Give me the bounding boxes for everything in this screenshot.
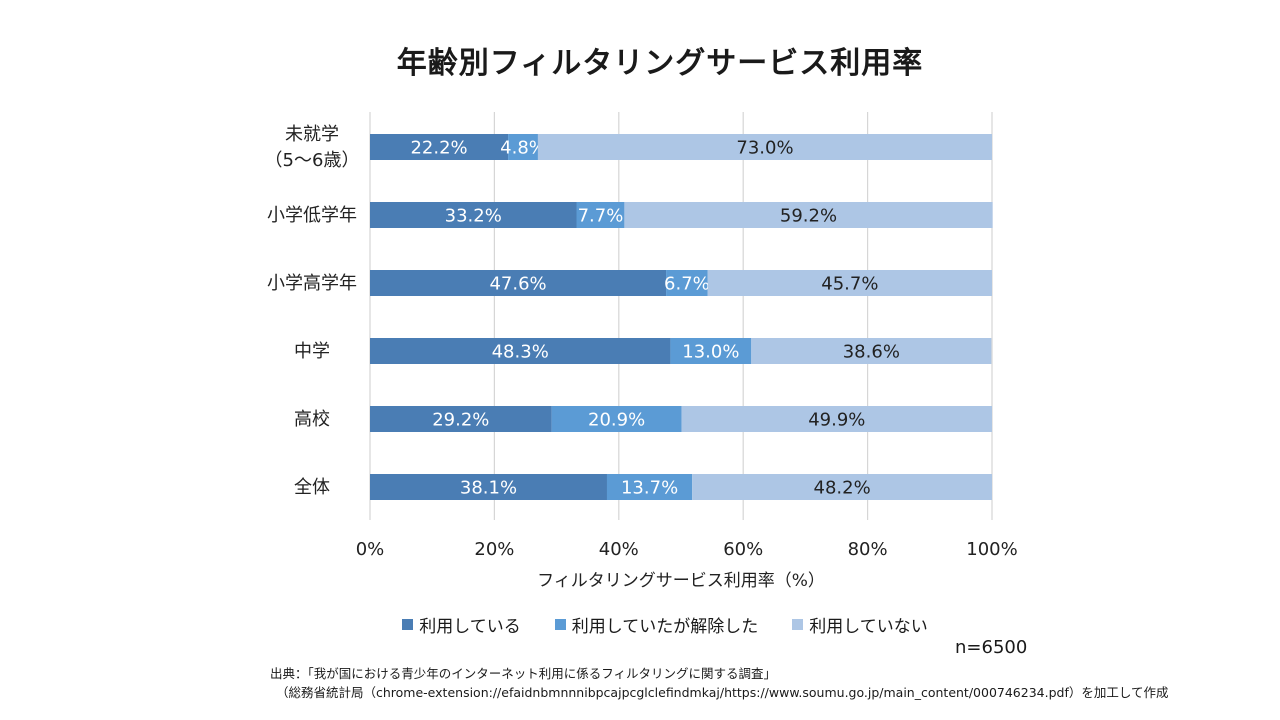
- bar-segment: [576, 202, 625, 228]
- data-label: 47.6%: [489, 274, 546, 295]
- category-label: 小学高学年: [267, 273, 357, 294]
- data-label: 13.0%: [682, 342, 739, 363]
- x-tick-label: 40%: [599, 539, 639, 560]
- x-tick-label: 100%: [966, 539, 1017, 560]
- legend-label-not-using: 利用していない: [809, 617, 928, 637]
- legend-swatch-using: [402, 619, 414, 630]
- legend-swatch-not-using: [792, 619, 804, 630]
- bar-segment: [370, 406, 552, 432]
- data-label: 45.7%: [821, 274, 878, 295]
- data-label: 59.2%: [780, 206, 837, 227]
- data-label: 29.2%: [432, 410, 489, 431]
- legend-swatch-disabled: [554, 619, 566, 630]
- bar-segment: [370, 474, 607, 500]
- data-label: 4.8%: [500, 138, 546, 159]
- category-label: 高校: [294, 409, 330, 430]
- x-tick-label: 60%: [723, 539, 763, 560]
- bar-segment: [370, 270, 667, 296]
- x-axis-title: フィルタリングサービス利用率（%）: [537, 571, 825, 591]
- data-label: 38.1%: [460, 478, 517, 499]
- data-label: 13.7%: [621, 478, 678, 499]
- bar-segment: [606, 474, 693, 500]
- data-label: 48.3%: [492, 342, 549, 363]
- data-label: 6.7%: [664, 274, 710, 295]
- data-label: 73.0%: [736, 138, 793, 159]
- bar-segment: [370, 338, 671, 364]
- bar-segment: [707, 270, 992, 296]
- legend-label-disabled: 利用していたが解除した: [571, 617, 759, 637]
- chart-title: 年齢別フィルタリングサービス利用率: [396, 46, 924, 81]
- category-label: 未就学: [285, 124, 339, 145]
- bar-segment: [751, 338, 992, 364]
- category-label: 中学: [294, 341, 330, 362]
- data-label: 20.9%: [588, 410, 645, 431]
- bar-segment: [624, 202, 993, 228]
- source-line-2: （総務省統計局（chrome-extension://efaidnbmnnnib…: [276, 685, 1169, 700]
- legend-item-disabled: 利用していたが解除した: [554, 612, 759, 637]
- category-label: 全体: [294, 477, 330, 498]
- bar-segment: [537, 134, 992, 160]
- bar-segment: [370, 202, 577, 228]
- data-label: 38.6%: [843, 342, 900, 363]
- category-label: （5～6歳）: [265, 150, 360, 171]
- data-label: 49.9%: [808, 410, 865, 431]
- legend-label-using: 利用している: [419, 617, 521, 637]
- legend-item-using: 利用している: [402, 612, 521, 637]
- source-line-1: 出典：「我が国における青少年のインターネット利用に係るフィルタリングに関する調査…: [270, 666, 777, 681]
- sample-size-note: n=6500: [955, 637, 1028, 658]
- source-citation: 出典：「我が国における青少年のインターネット利用に係るフィルタリングに関する調査…: [270, 664, 1169, 702]
- bar-segment: [666, 270, 708, 296]
- bar-segment: [508, 134, 538, 160]
- x-tick-label: 0%: [356, 539, 385, 560]
- bar-segment: [670, 338, 752, 364]
- legend-item-not-using: 利用していない: [792, 612, 928, 637]
- bar-segment: [681, 406, 992, 432]
- x-tick-label: 80%: [848, 539, 888, 560]
- x-tick-label: 20%: [474, 539, 514, 560]
- data-label: 48.2%: [814, 478, 871, 499]
- data-label: 33.2%: [445, 206, 502, 227]
- bar-segment: [692, 474, 992, 500]
- data-label: 22.2%: [410, 138, 467, 159]
- bar-segment: [370, 134, 509, 160]
- chart-legend: 利用している 利用していたが解除した 利用していない: [0, 612, 1280, 637]
- bar-segment: [551, 406, 682, 432]
- data-label: 7.7%: [578, 206, 624, 227]
- category-label: 小学低学年: [267, 205, 357, 226]
